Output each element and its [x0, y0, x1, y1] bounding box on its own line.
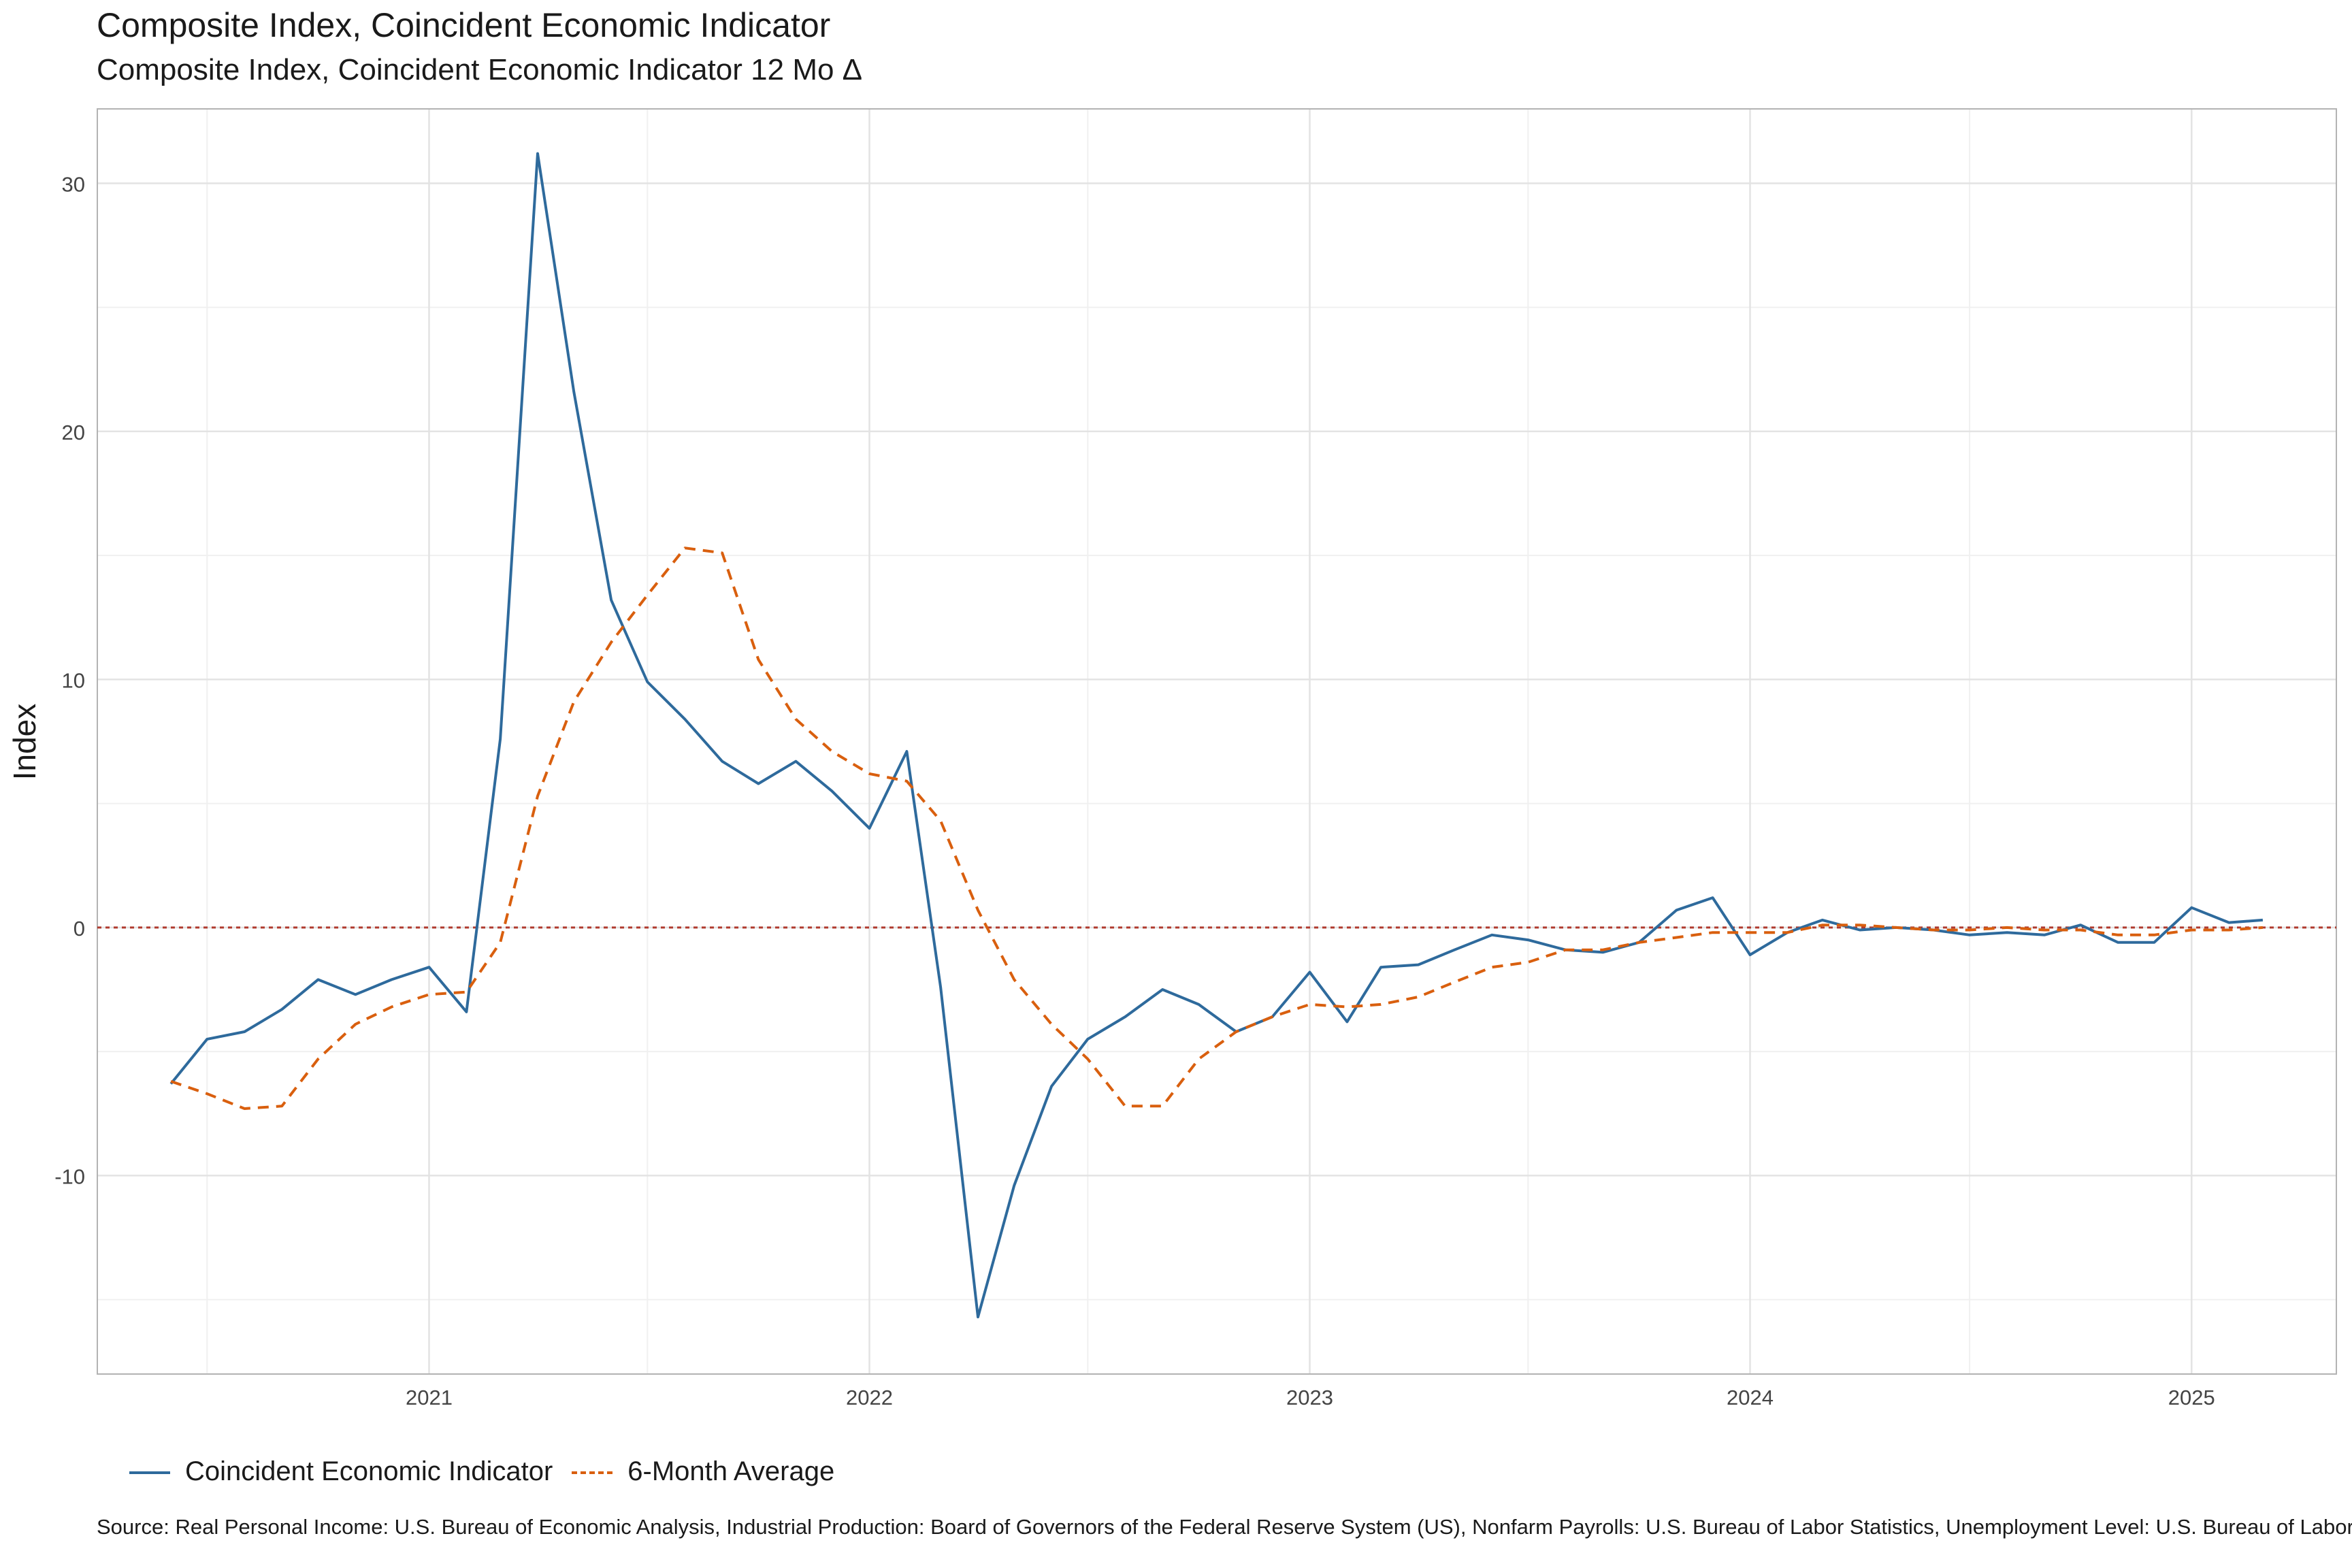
y-axis-ticks: -10 0 10 20 30: [54, 172, 85, 1188]
x-tick-label: 2022: [846, 1386, 893, 1409]
series-lines: [169, 152, 2264, 1319]
source-note: Source: Real Personal Income: U.S. Burea…: [97, 1515, 2352, 1539]
y-axis-label: Index: [7, 704, 42, 781]
x-tick-label: 2025: [2168, 1386, 2215, 1409]
legend-key-dashed-line: [572, 1458, 613, 1486]
legend-label-coincident: Coincident Economic Indicator: [185, 1456, 553, 1486]
legend-item-average: 6-Month Average: [572, 1456, 834, 1487]
legend-key-solid-line: [129, 1458, 170, 1486]
y-tick-label: 30: [62, 172, 85, 196]
y-tick-label: 0: [74, 917, 85, 941]
panel-border: [97, 108, 2337, 1375]
x-tick-label: 2024: [1727, 1386, 1774, 1409]
y-tick-label: 10: [62, 668, 85, 692]
gridlines: [97, 109, 2336, 1374]
x-tick-label: 2023: [1286, 1386, 1333, 1409]
legend-label-average: 6-Month Average: [627, 1456, 835, 1486]
chart-title: Composite Index, Coincident Economic Ind…: [97, 6, 831, 44]
y-tick-label: -10: [54, 1164, 85, 1188]
legend-item-coincident: Coincident Economic Indicator: [129, 1456, 553, 1487]
x-axis-ticks: 2021 2022 2023 2024 2025: [406, 1386, 2215, 1409]
series-line-coincident: [169, 152, 2264, 1319]
series-line-6-month-average: [170, 546, 2264, 1110]
legend: Coincident Economic Indicator 6-Month Av…: [129, 1456, 853, 1487]
x-tick-label: 2021: [406, 1386, 453, 1409]
chart-subtitle: Composite Index, Coincident Economic Ind…: [97, 53, 863, 86]
y-tick-label: 20: [62, 421, 85, 444]
